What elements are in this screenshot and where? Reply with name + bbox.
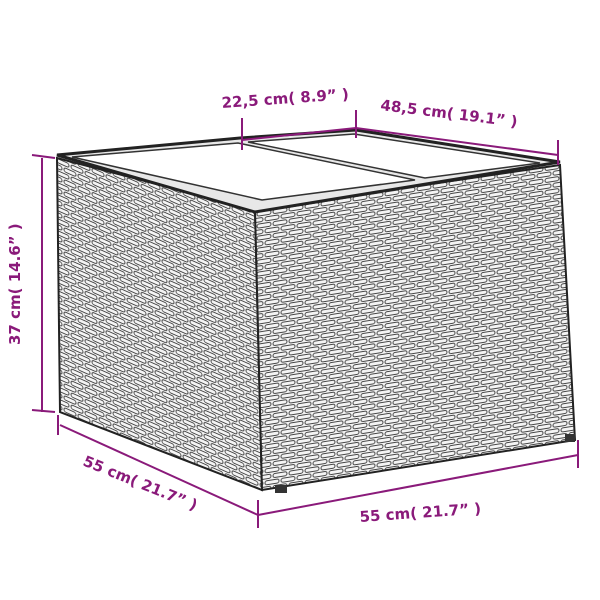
left-face (55, 156, 264, 492)
glass-panel-right (247, 133, 541, 179)
rattan-table (55, 128, 577, 493)
foot (275, 485, 287, 493)
foot (565, 434, 575, 442)
glass-panel-left (71, 142, 416, 201)
dim-top-left: 22,5 cm( 8.9” ) (221, 85, 349, 112)
dim-height: 37 cm( 14.6” ) (6, 223, 24, 345)
front-face (253, 163, 577, 492)
dim-top-right: 48,5 cm( 19.1” ) (380, 96, 519, 131)
dimension-lines (31, 110, 579, 528)
dim-width: 55 cm( 21.7” ) (359, 500, 482, 526)
